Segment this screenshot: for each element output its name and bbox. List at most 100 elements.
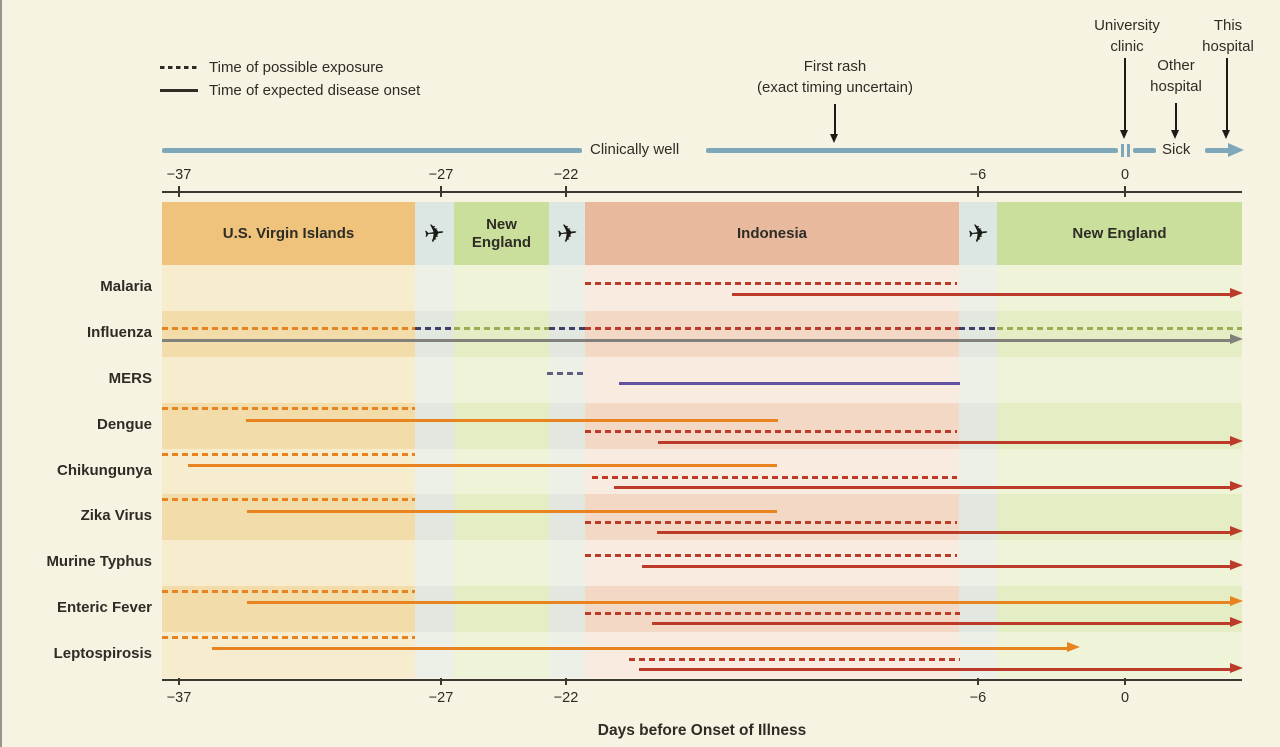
exposure-dashed-line bbox=[592, 475, 957, 479]
row-region-tint bbox=[959, 310, 997, 357]
row-region-tint bbox=[585, 356, 959, 403]
arrowhead-icon bbox=[1230, 334, 1243, 345]
axis-tick-label: −27 bbox=[428, 690, 454, 706]
arrowhead-icon bbox=[1067, 642, 1080, 653]
row-region-tint bbox=[997, 310, 1242, 357]
onset-solid-line bbox=[642, 564, 1230, 568]
timeline-arrowhead-icon bbox=[1228, 143, 1244, 158]
timeline-break-icon bbox=[1121, 143, 1125, 157]
onset-solid-line bbox=[188, 463, 777, 467]
axis-tick bbox=[565, 674, 567, 685]
exposure-dashed-line bbox=[549, 326, 585, 330]
exposure-dashed-line bbox=[585, 429, 957, 433]
onset-solid-line bbox=[614, 485, 1230, 489]
onset-solid-line bbox=[658, 440, 1230, 444]
exposure-dashed-line bbox=[162, 452, 415, 456]
exposure-dashed-line bbox=[162, 406, 415, 410]
region-header-indonesia: Indonesia bbox=[585, 202, 959, 265]
legend-item-possible-exposure: Time of possible exposure bbox=[160, 56, 420, 79]
row-region-tint bbox=[162, 540, 415, 587]
axis-tick-label: −22 bbox=[553, 690, 579, 706]
arrowhead-icon bbox=[1230, 436, 1243, 447]
axis-tick bbox=[1124, 186, 1126, 197]
row-region-tint bbox=[959, 356, 997, 403]
down-arrow-icon bbox=[1124, 58, 1126, 131]
exposure-dashed-line bbox=[585, 553, 957, 557]
axis-tick bbox=[178, 674, 180, 685]
row-region-tint bbox=[415, 494, 454, 541]
row-region-tint bbox=[549, 540, 585, 587]
axis-tick-label: −27 bbox=[428, 167, 454, 183]
row-region-tint bbox=[997, 586, 1242, 633]
row-region-tint bbox=[997, 540, 1242, 587]
row-region-tint bbox=[162, 494, 415, 541]
exposure-dashed-line bbox=[162, 497, 415, 501]
row-region-tint bbox=[415, 540, 454, 587]
arrowhead-icon bbox=[1230, 481, 1243, 492]
region-header-u-s-virgin-islands: U.S. Virgin Islands bbox=[162, 202, 415, 265]
region-header-travel: ✈ bbox=[959, 202, 997, 265]
region-header-travel: ✈ bbox=[549, 202, 585, 265]
onset-solid-line bbox=[162, 338, 1230, 342]
exposure-dashed-line bbox=[547, 371, 583, 375]
exposure-dashed-line bbox=[629, 657, 960, 661]
row-region-tint bbox=[162, 265, 415, 311]
exposure-dashed-line bbox=[585, 326, 959, 330]
row-region-tint bbox=[454, 356, 549, 403]
axis-tick-label: −22 bbox=[553, 167, 579, 183]
row-region-tint bbox=[549, 356, 585, 403]
row-region-tint bbox=[549, 402, 585, 449]
airplane-icon: ✈ bbox=[422, 217, 447, 249]
down-arrow-icon bbox=[1120, 130, 1129, 139]
axis-tick-label: −6 bbox=[969, 690, 987, 706]
onset-solid-line bbox=[246, 418, 778, 422]
region-header-new-england: New England bbox=[454, 202, 549, 265]
axis-tick bbox=[440, 674, 442, 685]
row-region-tint bbox=[415, 448, 454, 495]
row-region-tint bbox=[585, 310, 959, 357]
legend-item-expected-onset: Time of expected disease onset bbox=[160, 79, 420, 102]
exposure-dashed-line bbox=[585, 281, 957, 285]
row-region-tint bbox=[585, 540, 959, 587]
row-region-tint bbox=[162, 586, 415, 633]
row-region-tint bbox=[959, 632, 997, 678]
row-region-tint bbox=[585, 586, 959, 633]
row-region-tint bbox=[415, 632, 454, 678]
airplane-icon: ✈ bbox=[966, 217, 990, 249]
arrowhead-icon bbox=[1230, 560, 1243, 571]
row-label: Leptospirosis bbox=[53, 645, 152, 663]
row-region-tint bbox=[549, 632, 585, 678]
row-region-tint bbox=[959, 265, 997, 311]
region-header-new-england: New England bbox=[997, 202, 1242, 265]
dashed-line-swatch bbox=[160, 66, 198, 69]
legend: Time of possible exposure Time of expect… bbox=[160, 56, 420, 102]
row-region-tint bbox=[415, 586, 454, 633]
row-label: Influenza bbox=[86, 323, 152, 341]
exposure-dashed-line bbox=[454, 326, 549, 330]
row-region-tint bbox=[959, 540, 997, 587]
exposure-dashed-line bbox=[997, 326, 1242, 330]
row-region-tint bbox=[162, 448, 415, 495]
axis-tick bbox=[977, 674, 979, 685]
row-label: Enteric Fever bbox=[56, 599, 152, 617]
down-arrow-icon bbox=[1226, 58, 1228, 131]
arrowhead-icon bbox=[1230, 596, 1243, 607]
bottom-axis-line bbox=[162, 679, 1242, 681]
row-label: Zika Virus bbox=[80, 507, 152, 525]
row-region-tint bbox=[454, 540, 549, 587]
row-region-tint bbox=[549, 448, 585, 495]
axis-tick bbox=[977, 186, 979, 197]
axis-tick-label: −37 bbox=[166, 690, 192, 706]
annotation-first-rash: First rash (exact timing uncertain) bbox=[757, 58, 913, 97]
axis-tick-label: −37 bbox=[166, 167, 192, 183]
row-region-tint bbox=[454, 310, 549, 357]
axis-tick bbox=[565, 186, 567, 197]
onset-solid-line bbox=[657, 530, 1230, 534]
row-region-tint bbox=[454, 494, 549, 541]
region-header-travel: ✈ bbox=[415, 202, 454, 265]
arrowhead-icon bbox=[1230, 663, 1243, 674]
row-region-tint bbox=[454, 265, 549, 311]
row-region-tint bbox=[997, 265, 1242, 311]
timeline-well-label: Clinically well bbox=[590, 141, 680, 158]
